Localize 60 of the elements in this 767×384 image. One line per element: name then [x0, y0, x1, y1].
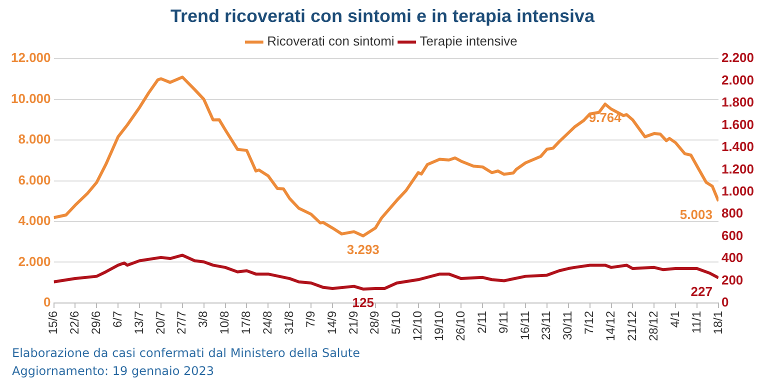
y2-tick-label: 2.000	[721, 72, 754, 88]
text: Aggiornamento: 19 gennaio 2023	[12, 363, 216, 380]
y-tick-label: 12.000	[10, 50, 51, 66]
data-label: 3.293	[346, 242, 380, 257]
x-tick-label: 15/6	[46, 310, 60, 334]
x-tick-label: 29/6	[88, 310, 103, 334]
y-tick-label: 10.000	[10, 90, 51, 106]
x-tick-label: 21/12	[625, 310, 640, 341]
x-tick-label: 30/11	[560, 310, 575, 340]
x-tick-label: 23/11	[539, 310, 554, 340]
legend-label: Ricoverati con sintomi	[267, 34, 394, 49]
y2-tick-label: 600	[721, 228, 744, 243]
x-tick-label: 10/8	[218, 310, 232, 334]
y-tick-label: 0	[44, 294, 51, 310]
x-tick-label: 21/9	[346, 310, 360, 334]
x-tick-label: 28/9	[368, 310, 382, 334]
x-tick-label: 28/12	[646, 310, 660, 341]
x-tick-label: 2/11	[474, 310, 489, 334]
x-tick-label: 5/10	[389, 310, 404, 334]
y-tick-label: 6.000	[18, 172, 51, 188]
x-tick-label: 13/7	[132, 310, 146, 334]
x-tick-label: 22/6	[68, 310, 82, 334]
y2-tick-label: 1.200	[721, 161, 754, 176]
x-tick-label: 18/1	[710, 310, 725, 334]
x-tick-label: 20/7	[153, 310, 168, 334]
y2-tick-label: 1.800	[721, 94, 754, 110]
x-tick-label: 31/8	[282, 310, 296, 334]
y-tick-label: 4.000	[18, 213, 51, 228]
x-tick-label: 7/9	[303, 310, 318, 328]
y2-tick-label: 800	[721, 206, 744, 221]
y2-tick-label: 2.200	[721, 50, 754, 66]
x-tick-label: 4/1	[668, 310, 682, 328]
x-tick-label: 26/10	[453, 310, 468, 341]
x-tick-label: 19/10	[432, 310, 446, 341]
y-tick-label: 2.000	[18, 254, 51, 269]
x-tick-label: 9/11	[496, 310, 510, 334]
data-label: 125	[352, 295, 374, 310]
x-tick-label: 12/10	[410, 310, 425, 341]
x-tick-label: 14/12	[604, 310, 618, 341]
y-tick-label: 8.000	[18, 132, 51, 147]
y2-tick-label: 0	[721, 294, 729, 310]
x-tick-label: 17/8	[239, 310, 254, 334]
y2-tick-label: 200	[721, 272, 744, 288]
y2-tick-label: 400	[721, 250, 744, 266]
x-tick-label: 14/9	[324, 310, 339, 334]
x-tick-label: 11/1	[689, 310, 704, 334]
data-label: 5.003	[680, 207, 712, 222]
x-tick-label: 3/8	[196, 310, 210, 328]
legend-label: Terapie intensive	[420, 34, 518, 49]
y2-tick-label: 1.000	[721, 183, 754, 198]
y2-tick-label: 1.600	[721, 116, 754, 132]
text: Elaborazione da casi confermati dal Ministero della Salute	[12, 345, 360, 362]
x-tick-label: 24/8	[260, 310, 274, 334]
x-tick-label: 6/7	[110, 310, 124, 328]
y2-tick-label: 1.400	[721, 139, 754, 154]
data-label: 227	[690, 284, 712, 299]
x-tick-label: 7/12	[582, 310, 596, 334]
x-tick-label: 16/11	[518, 310, 532, 340]
x-tick-label: 27/7	[174, 310, 189, 334]
chart-title: Trend ricoverati con sintomi e in terapia intensiva	[170, 6, 596, 26]
